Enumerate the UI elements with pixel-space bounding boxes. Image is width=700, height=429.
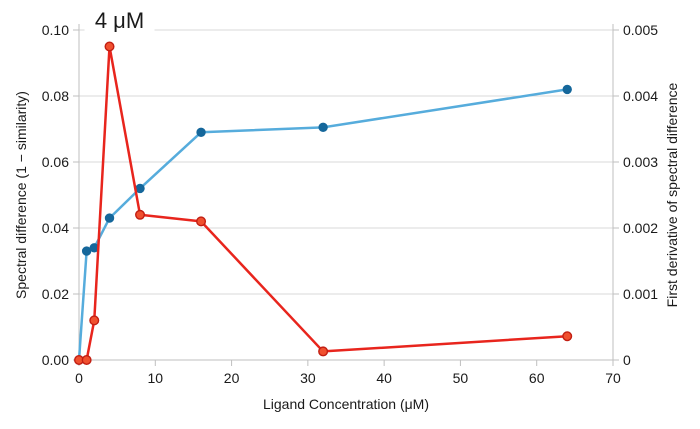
left-tick-label: 0.10 (42, 22, 69, 38)
annotation-group: 4 μM (84, 7, 155, 33)
right-axis-title: First derivative of spectral difference (664, 82, 680, 307)
right-tick-label: 0 (623, 352, 631, 368)
x-tick-label: 10 (147, 370, 163, 386)
left-tick-label: 0.02 (42, 286, 69, 302)
data-point-first-derivative (89, 315, 100, 326)
data-point-spectral-difference (562, 84, 572, 95)
data-point-first-derivative (104, 41, 115, 52)
right-tick-label: 0.004 (623, 88, 658, 104)
data-point-spectral-difference (104, 213, 115, 223)
x-tick-label: 40 (376, 370, 392, 386)
annotation-background (84, 7, 155, 33)
x-tick-label: 20 (224, 370, 240, 386)
data-point-first-derivative (81, 355, 92, 366)
x-tick-label: 0 (75, 370, 83, 386)
data-point-first-derivative (318, 346, 329, 357)
data-point-first-derivative (196, 216, 207, 227)
left-tick-label: 0.06 (42, 154, 69, 170)
right-tick-label: 0.001 (623, 286, 658, 302)
x-tick-label: 60 (529, 370, 545, 386)
left-axis-title: Spectral difference (1 − similarity) (13, 91, 29, 299)
data-point-spectral-difference (135, 183, 145, 194)
left-tick-label: 0.08 (42, 88, 69, 104)
annotation-peak-label: 4 μM (95, 8, 144, 33)
x-axis-title: Ligand Concentration (μM) (263, 396, 429, 412)
left-tick-label: 0.04 (42, 220, 69, 236)
data-point-spectral-difference (196, 127, 206, 138)
data-point-spectral-difference (81, 246, 92, 256)
left-tick-label: 0.00 (42, 352, 69, 368)
right-tick-label: 0.002 (623, 220, 658, 236)
data-point-spectral-difference (318, 122, 328, 133)
right-tick-label: 0.005 (623, 22, 658, 38)
right-tick-label: 0.003 (623, 154, 658, 170)
x-tick-label: 30 (300, 370, 316, 386)
plot-area: 0.00 0.02 0.04 0.06 0.08 0.10 0 0.001 0.002 0.003… (42, 22, 658, 386)
x-tick-label: 70 (605, 370, 621, 386)
data-point-first-derivative (135, 209, 146, 220)
series-line-first-derivative (77, 45, 569, 362)
data-point-first-derivative (562, 331, 573, 342)
x-tick-label: 50 (453, 370, 469, 386)
